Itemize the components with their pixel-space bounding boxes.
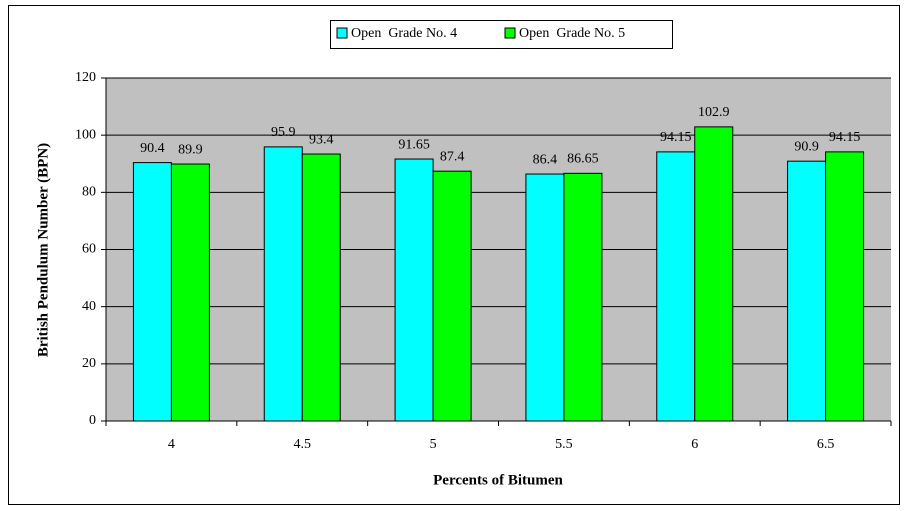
bar — [525, 173, 565, 422]
data-label: 87.4 — [440, 149, 465, 164]
bar — [432, 170, 472, 422]
legend-swatch — [336, 27, 348, 39]
x-tick-label: 4.5 — [294, 437, 312, 452]
bar — [825, 151, 865, 422]
y-tick-label: 100 — [75, 127, 96, 142]
data-label: 90.9 — [794, 139, 819, 154]
y-tick-label: 120 — [75, 70, 96, 85]
data-label: 94.15 — [829, 130, 861, 145]
y-tick-label: 20 — [82, 356, 96, 371]
bar — [787, 160, 827, 422]
x-tick-label: 5 — [430, 437, 437, 452]
bar — [394, 158, 434, 422]
bar — [656, 151, 696, 422]
legend-swatch — [504, 27, 516, 39]
legend-label: Open Grade No. 5 — [519, 26, 625, 41]
data-label: 86.4 — [533, 152, 558, 167]
bar — [301, 153, 341, 422]
data-label: 86.65 — [567, 152, 599, 167]
y-tick-label: 0 — [89, 413, 96, 428]
y-axis-title: British Pendulum Number (BPN) — [35, 143, 51, 357]
x-tick-label: 6 — [691, 437, 698, 452]
legend-label: Open Grade No. 4 — [351, 26, 457, 41]
y-tick-label: 80 — [82, 185, 96, 200]
bar — [132, 162, 172, 422]
y-tick-label: 60 — [82, 242, 96, 257]
bar — [263, 146, 303, 422]
data-label: 95.9 — [271, 125, 296, 140]
data-label: 90.4 — [140, 141, 165, 156]
x-tick-label: 5.5 — [555, 437, 573, 452]
data-label: 102.9 — [698, 105, 730, 120]
y-tick-label: 40 — [82, 299, 96, 314]
data-label: 94.15 — [660, 130, 692, 145]
data-label: 89.9 — [178, 142, 203, 157]
bar — [694, 126, 734, 422]
data-label: 91.65 — [398, 137, 430, 152]
bar — [563, 172, 603, 422]
x-axis-title: Percents of Bitumen — [433, 472, 563, 488]
x-tick-label: 4 — [168, 437, 175, 452]
bar — [170, 163, 210, 422]
x-tick-label: 6.5 — [817, 437, 835, 452]
legend-box — [330, 20, 673, 49]
data-label: 93.4 — [309, 132, 334, 147]
